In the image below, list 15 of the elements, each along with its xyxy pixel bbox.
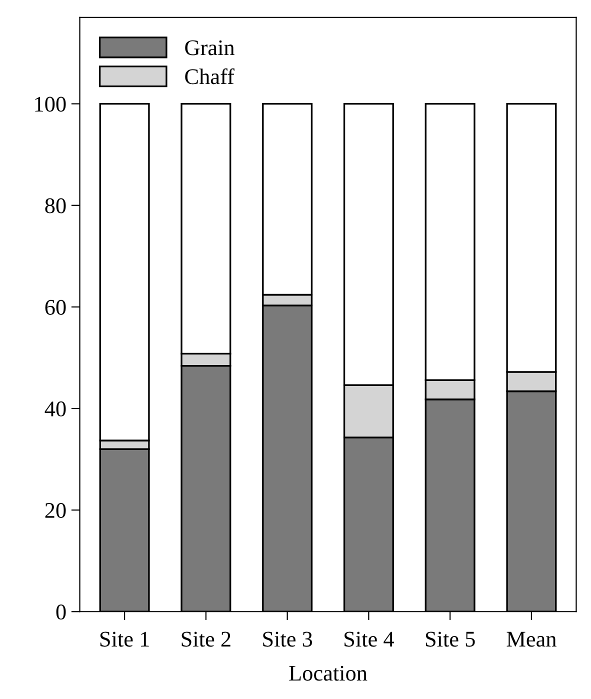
x-axis-title: Location xyxy=(289,666,368,681)
y-tick-label: 80 xyxy=(45,198,66,214)
y-tick-label: 0 xyxy=(56,604,66,620)
x-tick-label: Site 1 xyxy=(100,632,149,647)
x-tick-label: Site 4 xyxy=(344,632,394,647)
x-tick-label: Mean xyxy=(506,632,556,647)
y-tick-label: 40 xyxy=(44,401,66,416)
y-tick-label: 60 xyxy=(45,300,66,315)
legend-label: Chaff xyxy=(185,68,234,84)
x-tick-label: Site 2 xyxy=(182,632,230,647)
x-tick-label: Site 3 xyxy=(263,632,312,647)
legend-label: Grain xyxy=(185,40,234,56)
y-tick-label: 100 xyxy=(35,96,66,112)
x-tick-label: Site 5 xyxy=(426,632,475,647)
y-tick-label: 20 xyxy=(45,502,66,518)
